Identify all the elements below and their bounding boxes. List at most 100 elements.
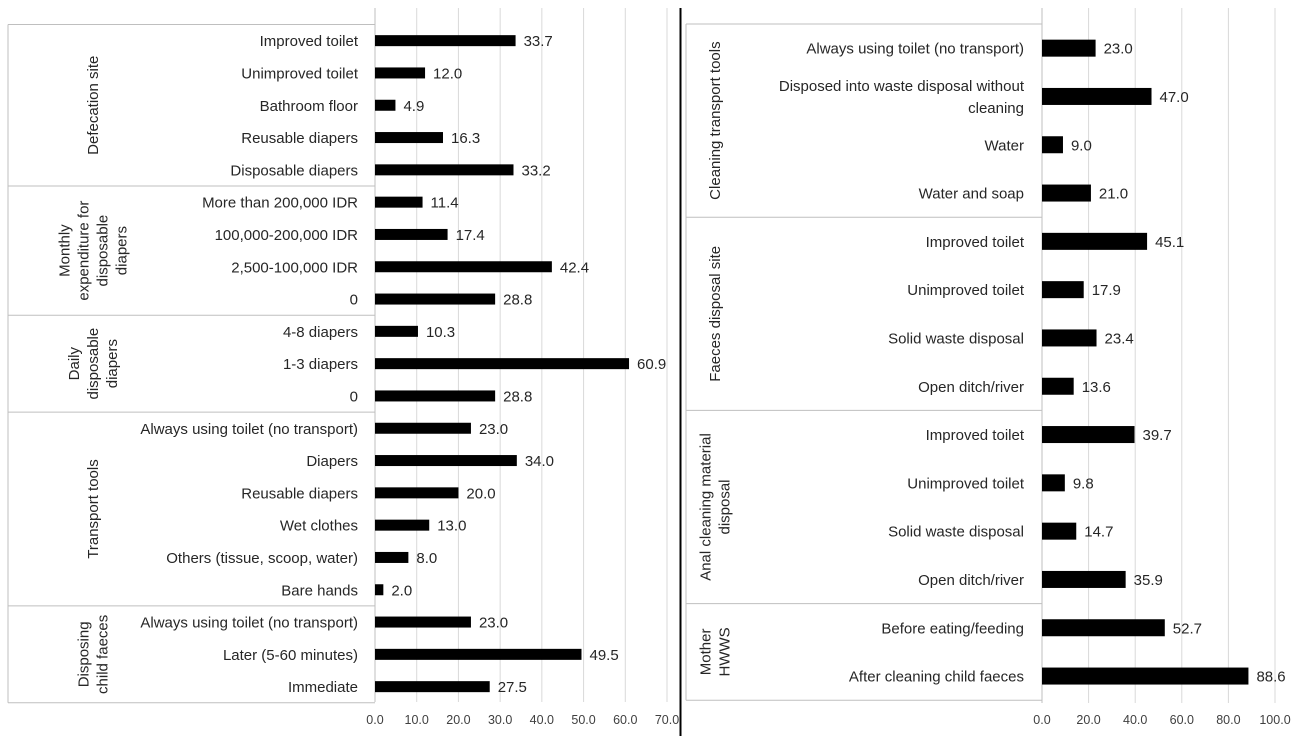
left-bar	[375, 325, 418, 337]
right-x-tick-label: 60.0	[1170, 713, 1194, 727]
right-data-label: 47.0	[1160, 89, 1189, 106]
left-data-label: 4.9	[403, 98, 424, 115]
left-category-label: 0	[350, 388, 358, 405]
right-bar	[1042, 281, 1084, 299]
right-data-label: 88.6	[1256, 669, 1285, 686]
right-bar	[1042, 184, 1091, 202]
left-bar	[375, 35, 516, 47]
left-bar	[375, 519, 430, 531]
left-x-tick-label: 50.0	[571, 713, 595, 727]
left-bar	[375, 132, 443, 144]
right-x-tick-label: 100.0	[1259, 713, 1290, 727]
left-bar	[375, 261, 552, 273]
right-data-label: 9.0	[1071, 137, 1092, 154]
right-category-label: Disposed into waste disposal without	[779, 78, 1025, 95]
right-data-label: 23.0	[1104, 41, 1133, 58]
left-data-label: 60.9	[637, 356, 666, 373]
left-category-label: 0	[350, 292, 358, 309]
left-data-label: 34.0	[525, 453, 554, 470]
left-bar	[375, 616, 471, 628]
right-bar	[1042, 39, 1096, 57]
left-category-label: Immediate	[288, 679, 358, 696]
right-group-label: Faeces disposal site	[707, 246, 724, 382]
left-data-label: 33.2	[521, 162, 550, 179]
left-category-label: Always using toilet (no transport)	[140, 615, 358, 632]
left-bar	[375, 358, 630, 370]
left-x-tick-label: 30.0	[488, 713, 512, 727]
left-bar	[375, 99, 396, 111]
right-bar	[1042, 136, 1063, 154]
left-bar	[375, 164, 514, 176]
right-x-tick-label: 20.0	[1076, 713, 1100, 727]
left-data-label: 23.0	[479, 421, 508, 438]
left-group-label: diapers	[104, 339, 121, 388]
left-x-tick-label: 10.0	[405, 713, 429, 727]
left-x-tick-label: 20.0	[446, 713, 470, 727]
right-bar	[1042, 570, 1126, 588]
left-group-label: Disposing	[76, 621, 93, 687]
right-category-label: Water	[985, 137, 1024, 154]
left-x-tick-label: 0.0	[366, 713, 383, 727]
left-bar	[375, 228, 448, 240]
left-data-label: 2.0	[391, 582, 412, 599]
right-data-label: 52.7	[1173, 620, 1202, 637]
left-group-label: disposable	[95, 215, 112, 287]
left-bar	[375, 681, 490, 693]
left-data-label: 8.0	[416, 550, 437, 567]
left-data-label: 23.0	[479, 615, 508, 632]
left-category-label: 1-3 diapers	[283, 356, 358, 373]
left-category-label: Bare hands	[281, 582, 358, 599]
right-data-label: 17.9	[1092, 282, 1121, 299]
left-data-label: 28.8	[503, 292, 532, 309]
left-group-label: expenditure for	[76, 201, 93, 301]
left-data-label: 49.5	[589, 647, 618, 664]
left-category-label: 100,000-200,000 IDR	[215, 227, 359, 244]
right-category-label: cleaning	[968, 100, 1024, 117]
left-data-label: 11.4	[431, 195, 459, 212]
right-category-label: Water and soap	[919, 186, 1024, 203]
right-category-label: Open ditch/river	[918, 379, 1024, 396]
right-category-label: Open ditch/river	[918, 572, 1024, 589]
right-data-label: 21.0	[1099, 186, 1128, 203]
right-bar	[1042, 232, 1148, 250]
right-category-label: After cleaning child faeces	[849, 669, 1024, 686]
right-category-label: Before eating/feeding	[881, 620, 1024, 637]
left-category-label: Diapers	[306, 453, 358, 470]
right-category-label: Always using toilet (no transport)	[806, 41, 1024, 58]
right-category-label: Solid waste disposal	[888, 330, 1024, 347]
left-group-label: Defecation site	[85, 56, 102, 155]
left-bar	[375, 584, 384, 596]
right-group-label: Mother	[698, 629, 715, 676]
right-bar	[1042, 377, 1074, 395]
right-category-label: Improved toilet	[926, 427, 1025, 444]
right-bar	[1042, 426, 1135, 444]
left-group-label: Daily	[66, 346, 83, 380]
left-group-label: diapers	[114, 226, 131, 275]
left-group-label: Monthly	[57, 224, 74, 277]
right-x-tick-label: 0.0	[1033, 713, 1050, 727]
left-category-label: Disposable diapers	[230, 162, 358, 179]
left-data-label: 10.3	[426, 324, 455, 341]
left-data-label: 28.8	[503, 388, 532, 405]
right-category-label: Solid waste disposal	[888, 524, 1024, 541]
left-category-label: Reusable diapers	[241, 130, 358, 147]
left-category-label: Improved toilet	[260, 33, 359, 50]
left-x-tick-label: 60.0	[613, 713, 637, 727]
left-bar	[375, 422, 471, 434]
left-category-label: Later (5-60 minutes)	[223, 647, 358, 664]
left-bar	[375, 196, 423, 208]
left-data-label: 42.4	[560, 259, 589, 276]
right-data-label: 23.4	[1105, 330, 1134, 347]
right-bar	[1042, 87, 1152, 105]
left-data-label: 13.0	[437, 518, 466, 535]
right-category-label: Unimproved toilet	[907, 282, 1025, 299]
right-bar	[1042, 329, 1097, 347]
right-category-label: Improved toilet	[926, 234, 1025, 251]
right-data-label: 14.7	[1084, 524, 1113, 541]
left-data-label: 20.0	[466, 485, 495, 502]
left-category-label: Others (tissue, scoop, water)	[166, 550, 358, 567]
left-data-label: 27.5	[498, 679, 527, 696]
left-bar	[375, 551, 409, 563]
left-category-label: 2,500-100,000 IDR	[231, 259, 358, 276]
